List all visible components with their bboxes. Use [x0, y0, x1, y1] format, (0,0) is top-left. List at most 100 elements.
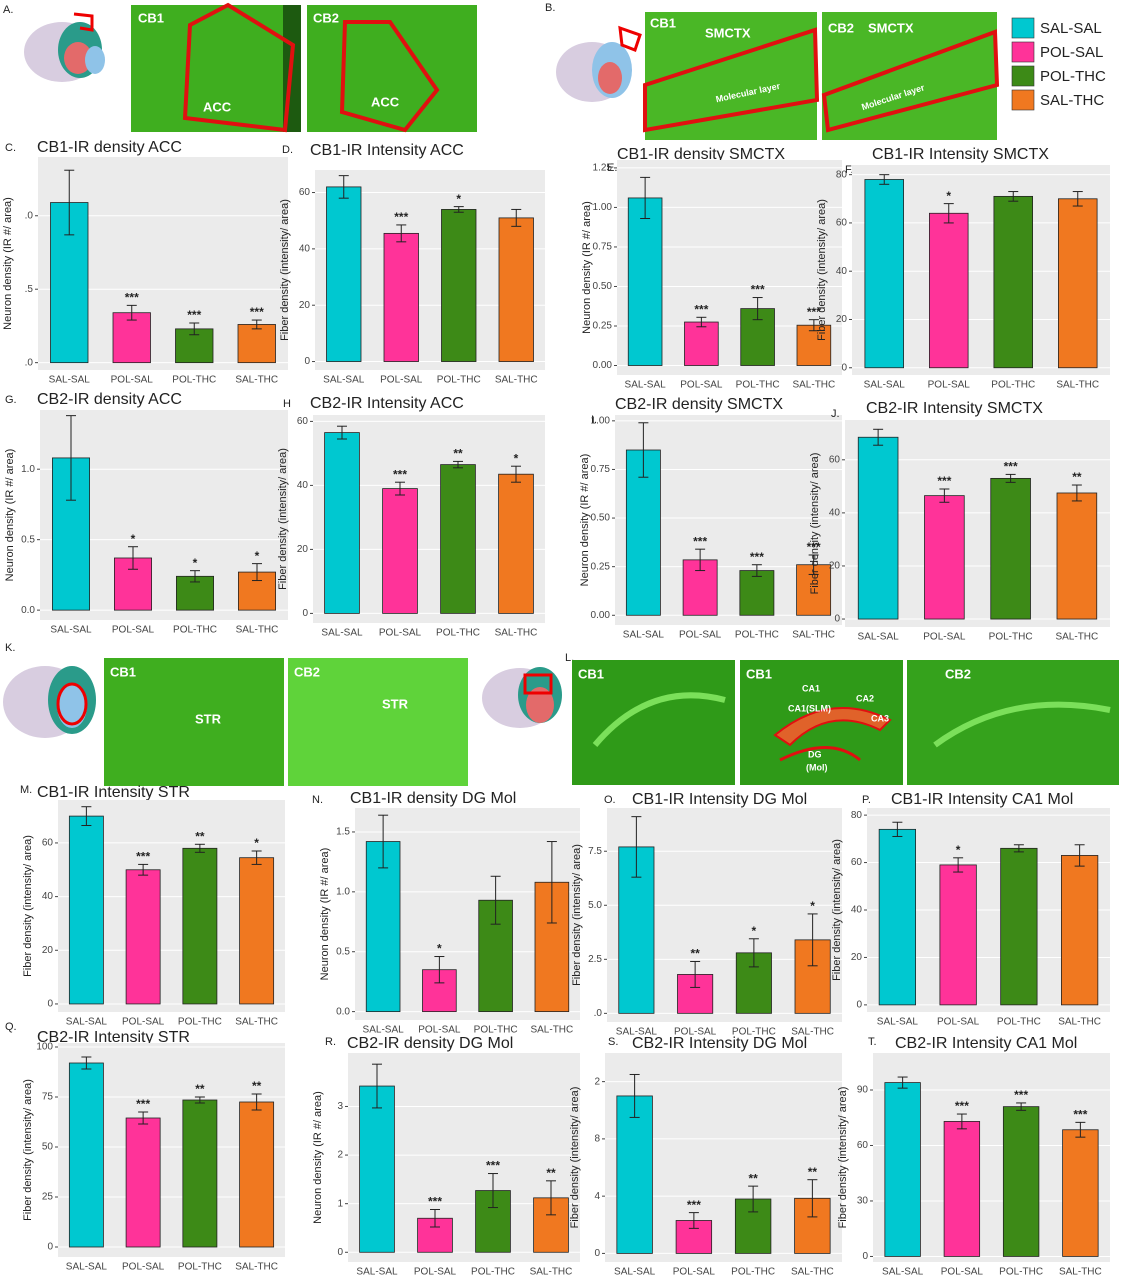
bar — [125, 869, 161, 1005]
y-tick-label: 30 — [857, 1196, 869, 1207]
y-tick-label: 40 — [299, 244, 311, 255]
bar — [324, 432, 360, 614]
chart-title: CB1-IR density DG Mol — [350, 790, 516, 807]
x-tick-label: SAL-THC — [235, 1017, 278, 1028]
y-tick-label: 0.75 — [591, 464, 611, 475]
x-tick-label: POL-SAL — [112, 625, 155, 636]
chart-title: CB2-IR Intensity ACC — [310, 395, 464, 412]
y-tick-label: 60 — [857, 1140, 869, 1151]
chart-panel: M. CB1-IR Intensity STR 0 20 40 60 Fiber densi… — [20, 784, 285, 1028]
significance-label: * — [254, 836, 259, 850]
significance-label: *** — [187, 308, 201, 322]
x-tick-label: SAL-THC — [1055, 632, 1098, 643]
y-tick-label: 1.0 — [336, 886, 350, 897]
bar — [929, 212, 969, 369]
x-tick-label: SAL-THC — [495, 375, 538, 386]
x-tick-label: SAL-THC — [495, 628, 538, 639]
panel-label: B. — [545, 2, 555, 14]
y-tick-label: 20 — [829, 561, 841, 572]
y-tick-label: 0 — [304, 356, 310, 367]
region-outline — [821, 29, 1000, 133]
y-tick-label: 0 — [302, 608, 308, 619]
x-tick-label: POL-SAL — [418, 1025, 461, 1036]
y-axis-label: Fiber density (intensity/ area) — [279, 199, 291, 341]
x-tick-label: POL-SAL — [673, 1267, 716, 1278]
bar — [112, 312, 151, 364]
chart-title: CB2-IR Intensity STR — [37, 1029, 190, 1046]
y-tick-label: 1.00 — [591, 415, 611, 426]
x-tick-label: SAL-SAL — [625, 380, 667, 391]
y-tick-label: 60 — [42, 838, 54, 849]
panel-label: J. — [831, 408, 840, 420]
region-label: (Mol) — [806, 762, 828, 772]
bar — [884, 1082, 921, 1257]
significance-label: ** — [546, 1166, 556, 1180]
y-tick-label: 1.5 — [336, 827, 350, 838]
chart-panel: P. CB1-IR Intensity CA1 Mol 0 20 40 60 80 Fiber… — [831, 791, 1110, 1028]
y-tick-label: 0.00 — [591, 610, 611, 621]
y-tick-label: 3 — [337, 1101, 343, 1112]
x-tick-label: SAL-SAL — [66, 1262, 108, 1273]
panel-label: H — [283, 398, 291, 410]
x-tick-label: SAL-SAL — [321, 628, 363, 639]
significance-label: ** — [748, 1171, 758, 1185]
bar — [68, 1062, 104, 1248]
significance-label: * — [810, 899, 815, 913]
x-tick-label: POL-SAL — [379, 628, 422, 639]
panel-label: D. — [282, 144, 293, 156]
chart-title: CB2-IR density SMCTX — [615, 396, 783, 413]
image-title: CB1 — [650, 15, 676, 30]
chart-title: CB2-IR density DG Mol — [347, 1035, 513, 1052]
y-tick-label: 2 — [594, 1076, 600, 1087]
x-tick-label: POL-SAL — [937, 1017, 980, 1028]
bar — [794, 1197, 831, 1254]
significance-label: * — [752, 924, 757, 938]
x-tick-label: POL-THC — [991, 380, 1035, 391]
chart-title: CB1-IR Intensity SMCTX — [872, 146, 1049, 163]
region-label: CA3 — [871, 713, 889, 723]
image-title: CB1 — [578, 666, 604, 681]
y-tick-label: 0.0 — [21, 605, 35, 616]
y-axis-label: Neuron density (IR #/ area) — [4, 449, 16, 582]
significance-label: *** — [937, 474, 951, 488]
y-tick-label: 60 — [299, 187, 311, 198]
y-tick-label: 1 — [337, 1198, 343, 1209]
x-tick-label: SAL-SAL — [616, 1027, 658, 1038]
chart-title: CB1-IR Intensity ACC — [310, 142, 464, 159]
legend: SAL-SAL POL-SAL POL-THC SAL-THC — [1011, 17, 1106, 111]
y-axis-label: Fiber density (intensity/ area) — [569, 1087, 581, 1229]
panel-label: S. — [608, 1036, 618, 1048]
region-outline — [339, 20, 440, 133]
bar — [739, 570, 775, 616]
x-tick-label: POL-SAL — [941, 1267, 984, 1278]
y-tick-label: 0 — [47, 999, 53, 1010]
bar — [878, 828, 917, 1006]
significance-label: ** — [195, 829, 205, 843]
bar — [383, 232, 419, 362]
x-tick-label: SAL-THC — [792, 380, 835, 391]
legend-label: SAL-THC — [1040, 92, 1104, 109]
image-title: CB1 — [110, 664, 136, 679]
chart-panel: R. CB2-IR density DG Mol 0 1 2 3 Neuron densit… — [312, 1035, 580, 1278]
y-tick-label: .0 — [594, 1008, 603, 1019]
y-tick-label: .5 — [25, 284, 34, 295]
y-tick-label: 40 — [829, 508, 841, 519]
significance-label: ** — [808, 1165, 818, 1179]
x-tick-label: SAL-SAL — [623, 630, 665, 641]
chart-title: CB2-IR Intensity CA1 Mol — [895, 1035, 1077, 1052]
significance-label: *** — [687, 1198, 701, 1212]
y-tick-label: 40 — [836, 266, 848, 277]
significance-label: *** — [694, 302, 708, 316]
panel-label: M. — [20, 784, 32, 796]
chart-panel: Q. CB2-IR Intensity STR 0 25 50 75 100 Fiber de… — [5, 1021, 285, 1273]
region-label: ACC — [203, 99, 232, 114]
significance-label: * — [193, 556, 198, 570]
bar — [939, 864, 977, 1006]
x-tick-label: POL-THC — [736, 380, 780, 391]
image-title: CB2 — [294, 664, 320, 679]
y-tick-label: 0.25 — [593, 321, 613, 332]
x-tick-label: POL-SAL — [679, 630, 722, 641]
panel-label: C. — [5, 142, 16, 154]
bar — [441, 209, 477, 362]
